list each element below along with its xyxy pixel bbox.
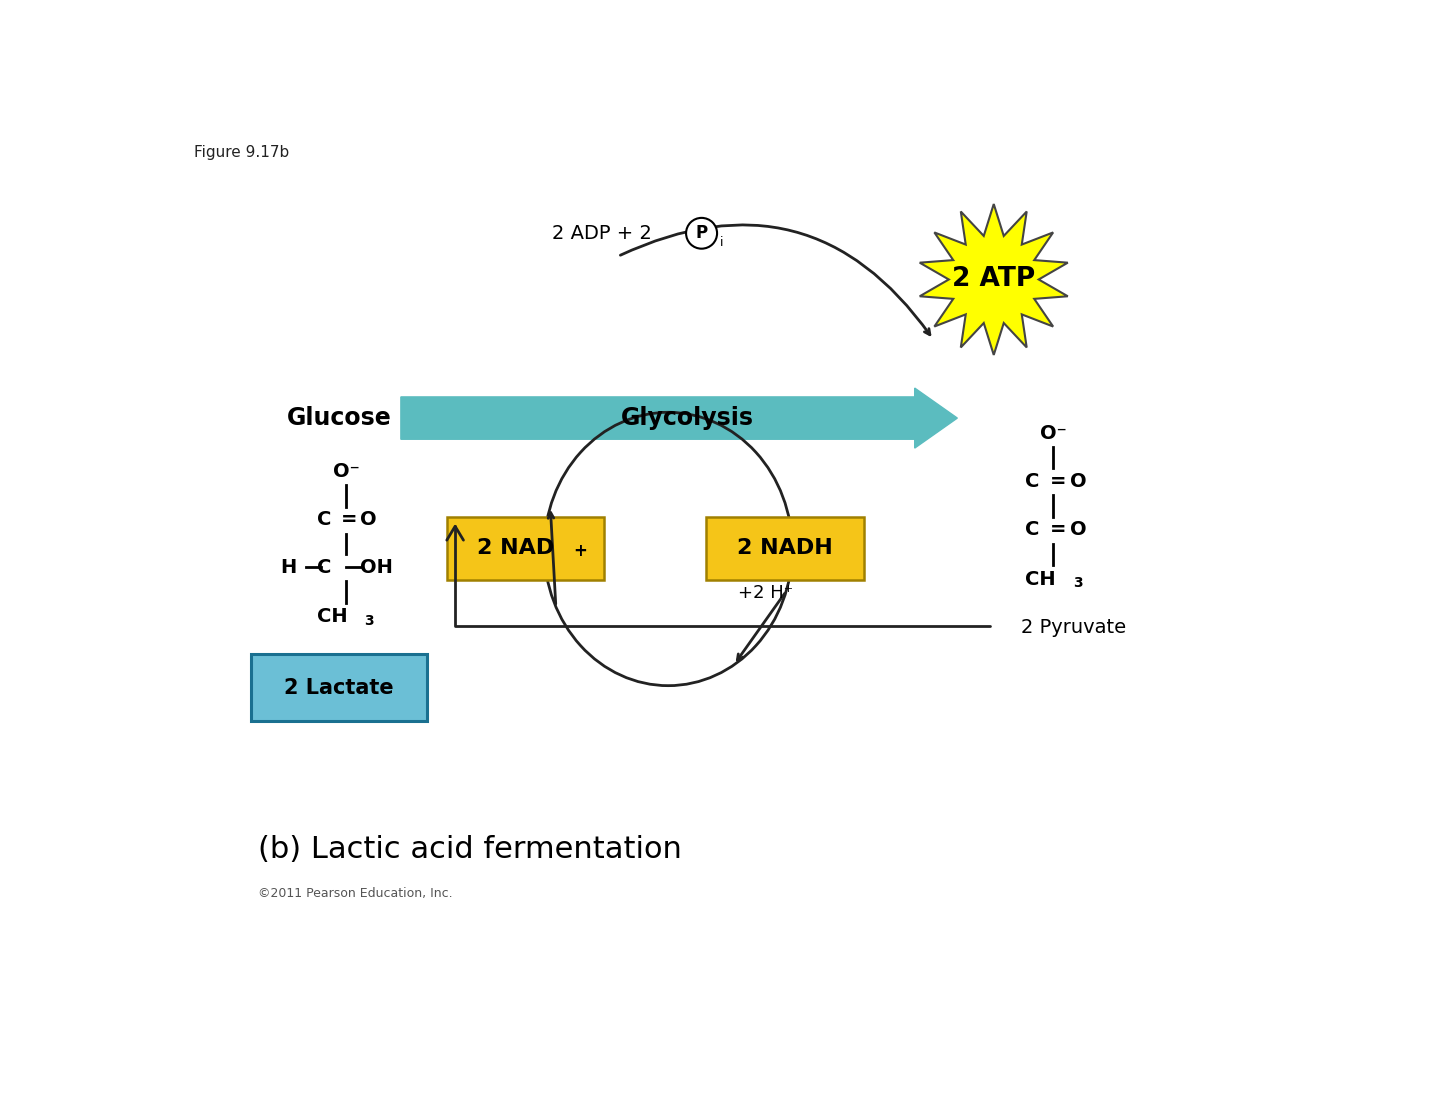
- Text: +2 H⁺: +2 H⁺: [739, 584, 793, 602]
- Text: H: H: [281, 558, 297, 577]
- Text: C: C: [1025, 520, 1040, 540]
- Text: C: C: [317, 510, 331, 529]
- Text: i: i: [720, 236, 724, 249]
- Text: C: C: [317, 558, 331, 577]
- Text: 2 Pyruvate: 2 Pyruvate: [1021, 618, 1126, 637]
- Text: 2 Lactate: 2 Lactate: [284, 678, 393, 698]
- Circle shape: [685, 218, 717, 249]
- Text: O: O: [360, 510, 376, 529]
- FancyBboxPatch shape: [706, 518, 864, 580]
- Text: Glycolysis: Glycolysis: [621, 406, 755, 430]
- FancyBboxPatch shape: [251, 654, 428, 722]
- Text: ©2011 Pearson Education, Inc.: ©2011 Pearson Education, Inc.: [258, 886, 452, 900]
- Text: 3: 3: [364, 613, 373, 627]
- Text: =: =: [340, 510, 357, 529]
- Text: Glucose: Glucose: [287, 406, 392, 430]
- Text: O: O: [1070, 520, 1086, 540]
- Text: O: O: [1070, 472, 1086, 490]
- Text: 2 NADH: 2 NADH: [737, 539, 832, 558]
- FancyBboxPatch shape: [446, 518, 603, 580]
- FancyArrowPatch shape: [446, 527, 989, 626]
- Text: =: =: [1050, 472, 1066, 490]
- Text: +: +: [573, 542, 588, 559]
- FancyArrow shape: [400, 388, 958, 448]
- Text: O⁻: O⁻: [1040, 423, 1067, 443]
- Text: P: P: [696, 224, 707, 241]
- Text: C: C: [1025, 472, 1040, 490]
- Text: =: =: [1050, 520, 1066, 540]
- Text: OH: OH: [360, 558, 393, 577]
- Text: (b) Lactic acid fermentation: (b) Lactic acid fermentation: [258, 835, 681, 863]
- Text: O⁻: O⁻: [333, 463, 360, 482]
- Polygon shape: [920, 204, 1068, 355]
- Text: 2 NAD: 2 NAD: [477, 539, 554, 558]
- Text: CH: CH: [317, 608, 348, 626]
- Text: 3: 3: [1073, 576, 1083, 590]
- Text: Figure 9.17b: Figure 9.17b: [194, 145, 289, 160]
- Text: 2 ATP: 2 ATP: [952, 267, 1035, 293]
- Text: 2 ADP + 2: 2 ADP + 2: [552, 224, 652, 242]
- Text: CH: CH: [1025, 569, 1056, 588]
